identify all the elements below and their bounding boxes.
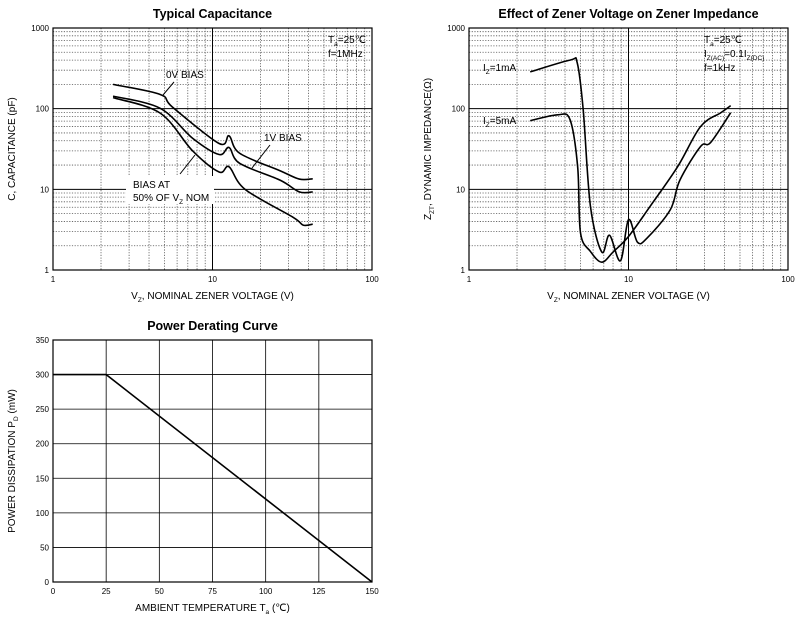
y-tick-label: 250: [36, 405, 50, 414]
y-axis-label: ZZT, DYNAMIC IMPEDANCE(Ω): [423, 78, 436, 220]
y-tick-label: 10: [456, 185, 465, 194]
x-axis-label: VZ, NOMINAL ZENER VOLTAGE (V): [131, 291, 294, 304]
x-axis-label: AMBIENT TEMPERATURE Ta (℃): [135, 603, 290, 616]
y-tick-label: 1: [45, 266, 50, 275]
y-tick-label: 100: [452, 105, 466, 114]
annotation: IZ(AC)=0.1IZ(DC): [704, 49, 764, 62]
label-half-bias-2: 50% OF VZ NOM: [133, 193, 209, 206]
y-tick-label: 350: [36, 336, 50, 345]
annotation: Ta=25℃: [704, 35, 742, 48]
label-iz-1ma: IZ=1mA: [483, 63, 516, 76]
annotation: f=1MHz: [328, 49, 363, 60]
series-line-3: [112, 96, 313, 227]
y-axis-label: C, CAPACITANCE (pF): [7, 97, 18, 201]
label-iz-5ma: IZ=5mA: [483, 116, 516, 129]
annotation: f=1kHz: [704, 63, 735, 74]
x-tick-label: 10: [208, 275, 217, 284]
x-tick-label: 100: [365, 275, 379, 284]
x-tick-label: 25: [102, 587, 111, 596]
y-tick-label: 0: [45, 578, 50, 587]
x-tick-label: 100: [259, 587, 273, 596]
y-tick-label: 200: [36, 440, 50, 449]
series-line-2: [112, 95, 313, 194]
series-line-2: [530, 104, 732, 263]
x-axis-label: VZ, NOMINAL ZENER VOLTAGE (V): [547, 291, 710, 304]
y-tick-label: 1000: [31, 24, 49, 33]
annotation: Ta=25℃: [328, 35, 366, 48]
y-tick-label: 10: [40, 185, 49, 194]
x-tick-label: 1: [51, 275, 56, 284]
chart-title: Typical Capacitance: [153, 7, 272, 21]
chart-3: Power Derating Curve 0 25 50 75 100 125 150 0 50 1…: [7, 319, 379, 616]
x-tick-label: 150: [365, 587, 379, 596]
y-tick-label: 100: [36, 105, 50, 114]
plot-frame: [52, 27, 373, 271]
x-tick-label: 125: [312, 587, 326, 596]
x-tick-label: 50: [155, 587, 164, 596]
y-tick-label: 100: [36, 509, 50, 518]
plot-frame: [468, 27, 789, 271]
y-tick-label: 1: [461, 266, 466, 275]
plot-frame: [52, 339, 373, 583]
label-1v-bias: 1V BIAS: [264, 133, 302, 144]
chart-2: Effect of Zener Voltage on Zener Impedan…: [423, 7, 795, 304]
y-axis-label: POWER DISSIPATION PD (mW): [7, 389, 20, 533]
x-tick-label: 75: [208, 587, 217, 596]
y-tick-label: 150: [36, 474, 50, 483]
chart-1: Typical Capacitance 1 10 100 1 10 100 1000 VZ, N…: [7, 7, 379, 304]
chart-title: Effect of Zener Voltage on Zener Impedan…: [498, 7, 758, 21]
y-tick-label: 50: [40, 543, 49, 552]
arrow-1v-bias: [251, 144, 271, 169]
series-line-1: [112, 83, 313, 181]
y-tick-label: 1000: [447, 24, 465, 33]
y-tick-label: 300: [36, 371, 50, 380]
label-0v-bias: 0V BIAS: [166, 70, 204, 81]
x-tick-label: 100: [781, 275, 795, 284]
chart-title: Power Derating Curve: [147, 319, 278, 333]
series-line-1: [53, 373, 373, 583]
arrow-half-bias: [179, 154, 196, 175]
x-tick-label: 1: [467, 275, 472, 284]
label-background: [126, 176, 214, 204]
series-line-1: [529, 57, 732, 262]
arrow-0v-bias: [162, 81, 175, 96]
x-tick-label: 10: [624, 275, 633, 284]
label-half-bias: BIAS AT: [133, 180, 170, 191]
x-tick-label: 0: [51, 587, 56, 596]
